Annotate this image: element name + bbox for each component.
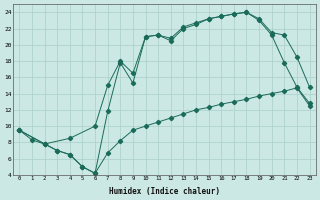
- X-axis label: Humidex (Indice chaleur): Humidex (Indice chaleur): [109, 187, 220, 196]
